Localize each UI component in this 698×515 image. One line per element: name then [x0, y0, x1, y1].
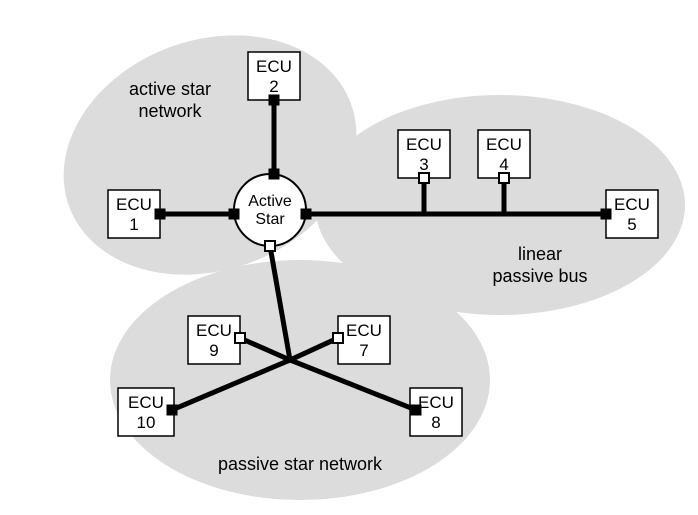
connector — [333, 333, 343, 343]
connector — [155, 209, 165, 219]
ecu-label-ecu7-l2: 7 — [359, 341, 368, 360]
ecu-label-ecu2-l1: ECU — [256, 57, 292, 76]
label-active-star-l1: active star — [129, 79, 211, 99]
ecu-label-ecu10-l2: 10 — [137, 413, 156, 432]
connector — [601, 209, 611, 219]
connector — [269, 95, 279, 105]
ecu-label-ecu3-l1: ECU — [406, 135, 442, 154]
ecu-node-ecu1: ECU1 — [108, 190, 160, 238]
ecu-label-ecu7-l1: ECU — [346, 321, 382, 340]
ecu-label-ecu8-l2: 8 — [431, 413, 440, 432]
ecu-label-ecu4-l1: ECU — [486, 135, 522, 154]
label-linear-bus-l1: linear — [518, 244, 562, 264]
label-passive-star: passive star network — [218, 454, 383, 474]
ecu-node-ecu3: ECU3 — [398, 130, 450, 178]
connector — [269, 169, 279, 179]
ecu-label-ecu9-l2: 9 — [209, 341, 218, 360]
label-linear-bus-l2: passive bus — [492, 266, 587, 286]
connector — [411, 405, 421, 415]
hub-label-l2: Star — [255, 211, 285, 228]
connector — [265, 241, 275, 251]
ecu-label-ecu8-l1: ECU — [418, 393, 454, 412]
ecu-node-ecu7: ECU7 — [338, 316, 390, 364]
connector — [229, 209, 239, 219]
ecu-label-ecu9-l1: ECU — [196, 321, 232, 340]
connector — [419, 173, 429, 183]
ecu-node-ecu4: ECU4 — [478, 130, 530, 178]
connector — [499, 173, 509, 183]
ecu-label-ecu4-l2: 4 — [499, 155, 508, 174]
network-diagram: Active Star ECU1ECU2ECU3ECU4ECU5ECU7ECU8… — [0, 0, 698, 515]
ecu-node-ecu9: ECU9 — [188, 316, 240, 364]
connector — [167, 405, 177, 415]
hub-label-l1: Active — [248, 193, 292, 210]
ecu-label-ecu1-l1: ECU — [116, 195, 152, 214]
ecu-label-ecu5-l2: 5 — [627, 215, 636, 234]
label-active-star-l2: network — [138, 101, 202, 121]
ecu-label-ecu10-l1: ECU — [128, 393, 164, 412]
ecu-node-ecu5: ECU5 — [606, 190, 658, 238]
active-star-hub: Active Star — [234, 174, 306, 246]
connector — [235, 333, 245, 343]
ecu-label-ecu2-l2: 2 — [269, 77, 278, 96]
connector — [301, 209, 311, 219]
ecu-label-ecu1-l2: 1 — [129, 215, 138, 234]
ecu-node-ecu2: ECU2 — [248, 52, 300, 100]
ecu-node-ecu10: ECU10 — [118, 388, 174, 436]
ecu-label-ecu3-l2: 3 — [419, 155, 428, 174]
ecu-label-ecu5-l1: ECU — [614, 195, 650, 214]
